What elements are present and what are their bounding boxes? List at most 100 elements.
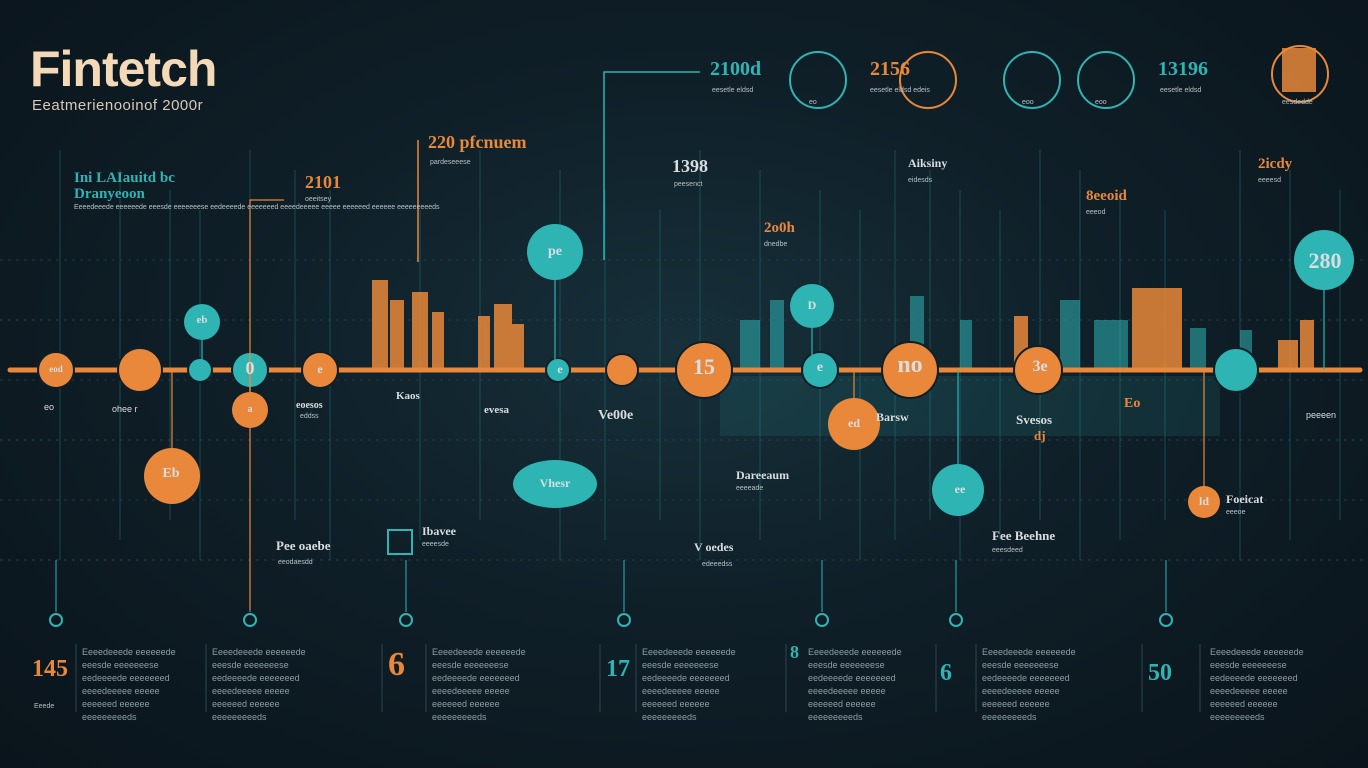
column-text: Eeeedeeede eeeeeede eeesde eeeeeeese eed… [808,647,902,722]
top-label: 2156 [870,58,910,80]
event-label: 2icdy [1258,156,1293,172]
stat-number: 50 [1148,660,1172,686]
bubble-label: eb [196,314,208,326]
info-bubble [527,224,583,280]
marker-icon [617,613,631,627]
building-shape [770,300,784,370]
info-bubble [144,448,200,504]
event-text: eeodaesdd [278,559,313,566]
building-shape [1190,328,1206,370]
bubble-label: Vhesr [539,476,571,490]
timeline-node [1213,347,1259,393]
page-title: Fintetch [30,41,217,97]
top-text: eesetle eldsd [1160,87,1202,94]
timeline-node [605,353,639,387]
top-label: 2100d [710,58,762,80]
event-text: peesenct [674,181,703,188]
event-label: Ini LAIauitd bc [74,170,175,186]
event-label: Fee Beehne [992,528,1056,543]
building-shape [372,280,388,370]
event-label: 1398 [672,156,708,176]
event-text: eeeesde [422,541,449,548]
building-shape [432,312,444,370]
event-text: peeeen [1306,410,1337,420]
timeline-node [545,357,571,383]
building-shape [740,320,760,370]
top-text: eoo [1022,99,1034,106]
icon-ring [1077,51,1135,109]
top-text: eesetle eldsd [712,87,754,94]
stat-number: 6 [388,646,405,683]
marker-icon [49,613,63,627]
stat-number: 6 [940,660,952,686]
bubble-label: ed [848,416,860,430]
stat-number: 8 [790,642,799,662]
bubble-label: 280 [1308,248,1342,273]
stat-sub: Eeede [34,703,55,710]
connector-line [603,71,700,260]
square-icon [387,529,413,555]
cloud-bubble [513,460,597,508]
event-label: 2101 [305,172,341,192]
bubble-label: a [247,404,253,415]
timeline-node [37,351,75,389]
top-text: eesdedde [1282,99,1313,106]
timeline-node-label: e [816,360,824,375]
event-label: Ve00e [598,408,634,423]
timeline-node-label: 0 [245,358,255,378]
marker-icon [399,613,413,627]
timeline-node [881,341,939,399]
timeline-node-label: eod [49,364,63,374]
event-text: pardeseeese [430,159,471,166]
building-shape [512,324,524,370]
event-text: ohee r [112,404,138,414]
marker-icon [949,613,963,627]
event-label: 8eeoid [1086,188,1127,204]
timeline-node-label: 3e [1032,358,1048,375]
timeline-node [675,341,733,399]
info-bubble [932,464,984,516]
event-label: Svesos [1016,412,1053,427]
building-shape [494,304,512,370]
icon-ring [899,51,957,109]
event-text: eeesdeed [992,547,1023,554]
building-shape [1132,288,1182,370]
timeline-node [301,351,339,389]
event-text: eddss [300,413,319,420]
building-shape [390,300,404,370]
column-text: Eeeedeeede eeeeeede eeesde eeeeeeese eed… [212,647,306,722]
event-label: Eo [1124,396,1141,411]
event-label: 220 pfcnuem [428,132,527,152]
column-text: Eeeedeeede eeeeeede eeesde eeeeeeese eed… [642,647,736,722]
event-text: eo [44,402,55,412]
event-label: Dareeaum [736,468,790,482]
event-text: eeeod [1086,209,1106,216]
info-bubble [1294,230,1354,290]
icon-ring [789,51,847,109]
timeline-node-label: e [317,362,323,376]
building-shape [412,292,428,370]
bubble-label: Eb [162,466,180,481]
building-shape [1300,320,1314,370]
event-label: eoesos [296,400,323,411]
column-text: Eeeedeeede eeeeeede eeesde eeeeeeese eed… [432,647,526,722]
bubble-label: pe [548,244,562,259]
event-label: Pee oaebe [276,538,331,553]
event-sub: Dranyeoon [74,186,145,202]
bubble-label: ee [954,482,966,496]
marker-icon [815,613,829,627]
marker-icon [243,613,257,627]
info-bubble [1188,486,1220,518]
bubble-label: D [807,298,817,312]
timeline-node [187,357,213,383]
timeline-node-label: 15 [693,354,715,379]
event-text: eeeoe [1226,509,1246,516]
event-text: eidesds [908,177,933,184]
timeline-node [117,347,163,393]
column-text: Eeeedeeede eeeeeede eeesde eeeeeeese eed… [82,647,176,722]
info-bubble [790,284,834,328]
timeline-node-label: no [897,352,923,378]
stat-number: 145 [32,656,68,682]
stat-number: 17 [606,656,630,682]
